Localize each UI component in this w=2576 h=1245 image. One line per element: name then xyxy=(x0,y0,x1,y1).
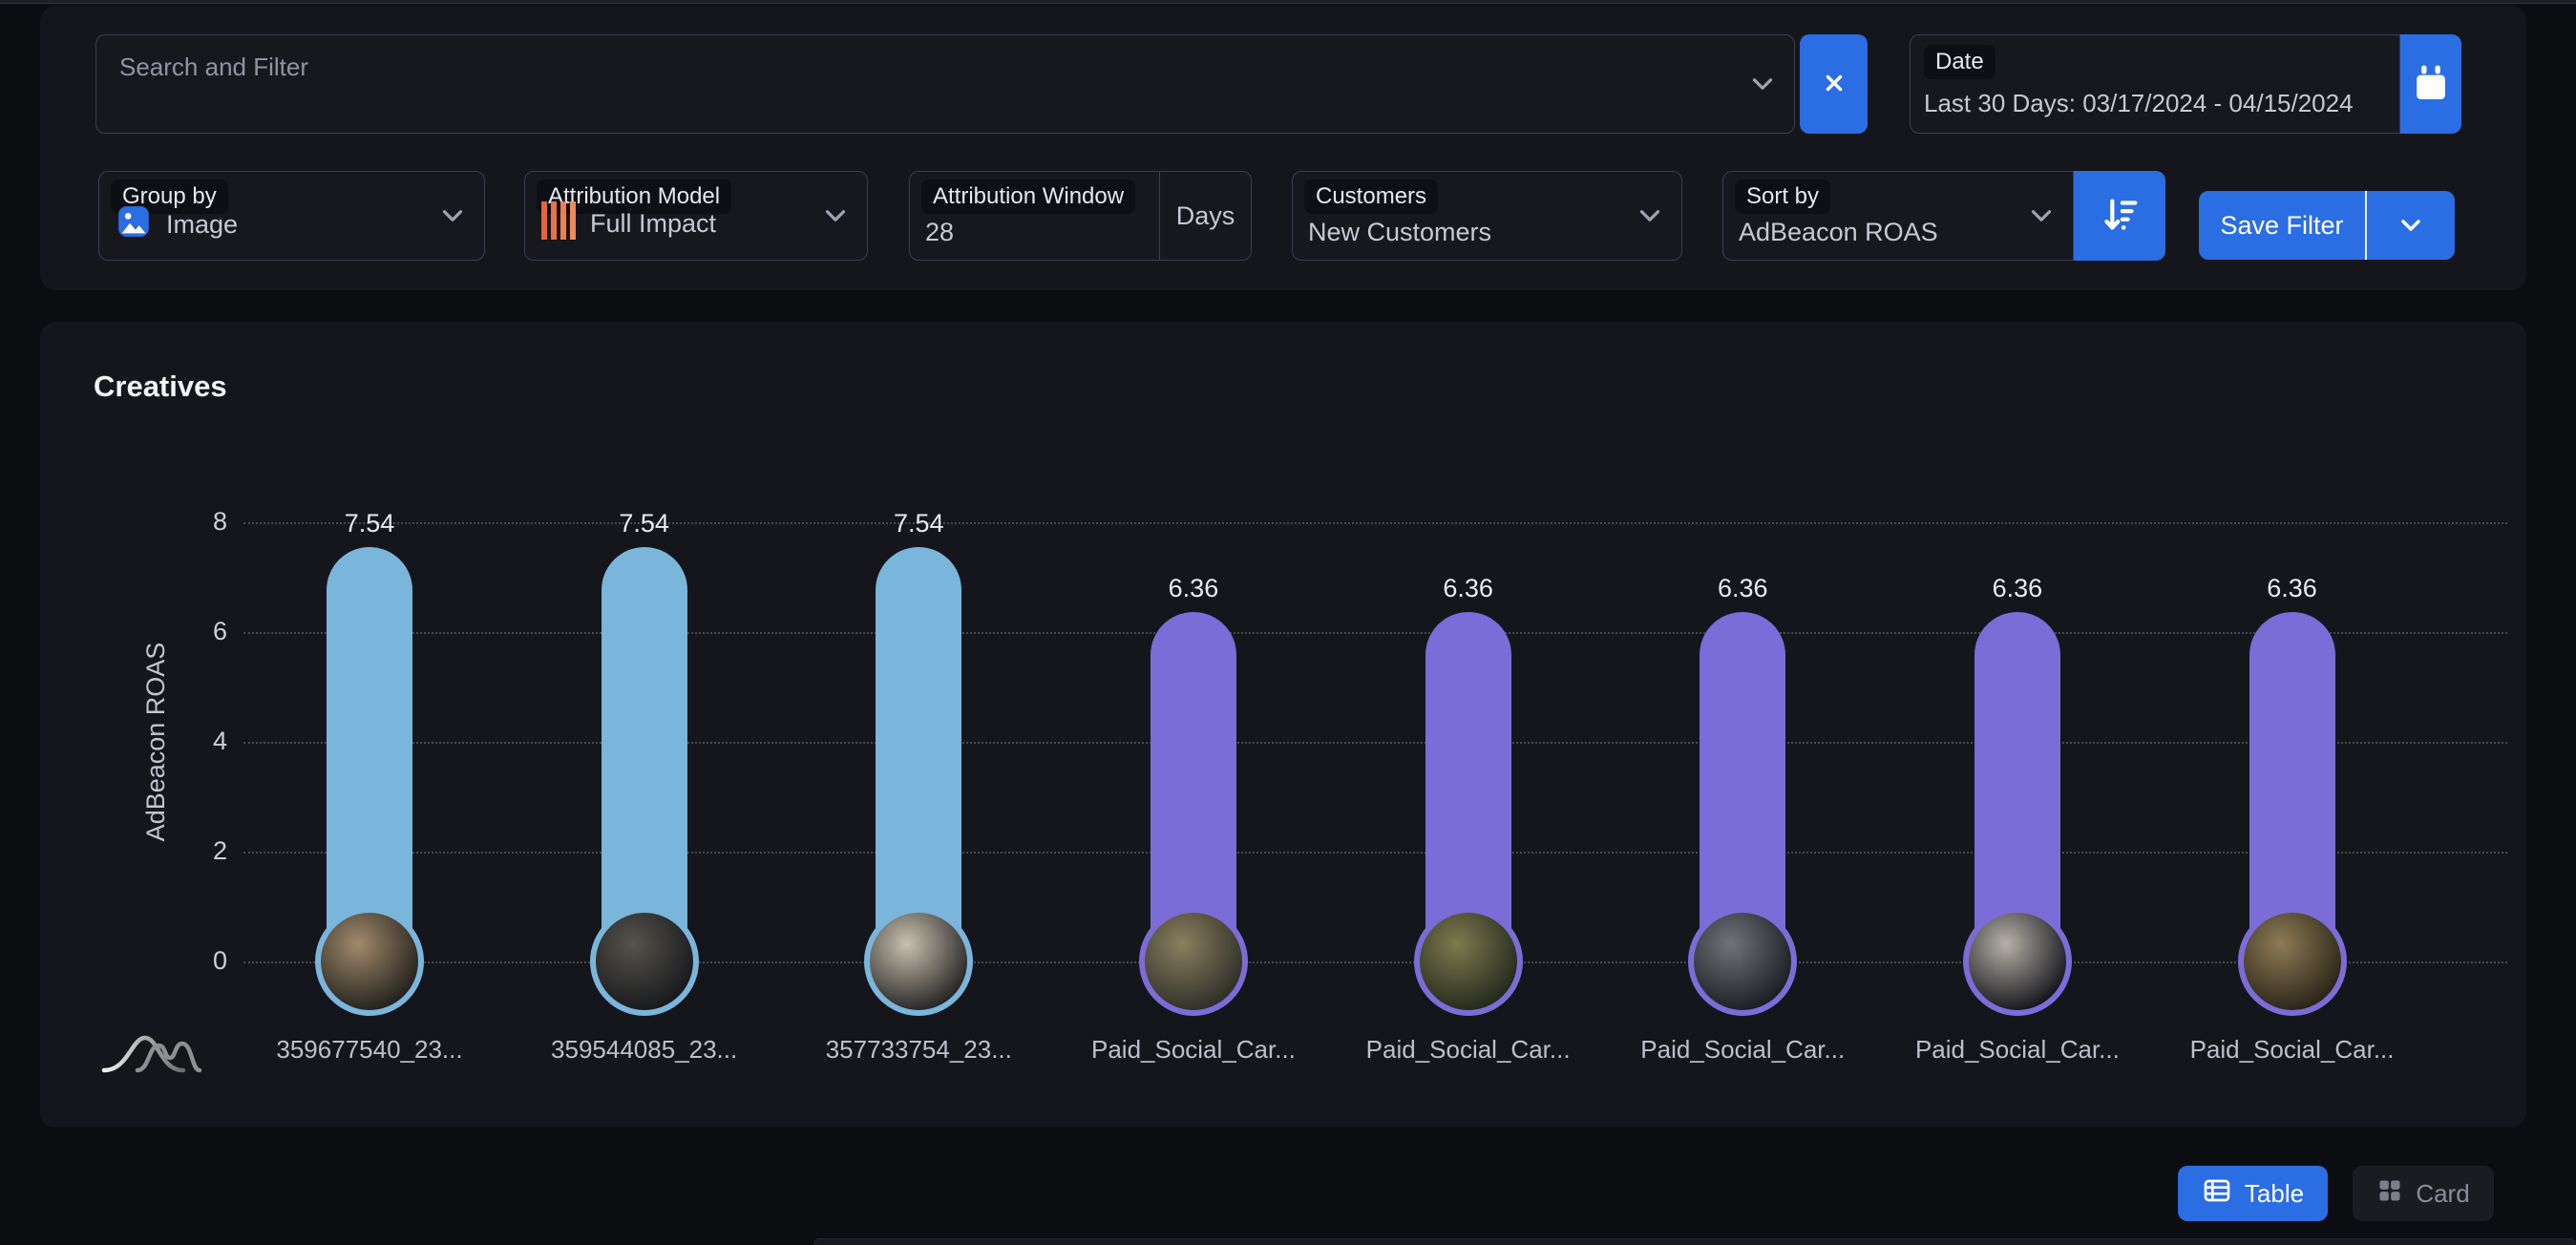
gridline xyxy=(243,961,2507,963)
date-label: Date xyxy=(1924,45,1995,79)
sort-by-label: Sort by xyxy=(1735,179,1831,214)
bar-thumbnail xyxy=(864,907,974,1016)
bar-value-label: 6.36 xyxy=(2267,574,2317,603)
bar-thumbnail xyxy=(315,907,424,1016)
customers-select[interactable]: Customers New Customers xyxy=(1292,171,1682,261)
table-view-button[interactable]: Table xyxy=(2178,1166,2328,1221)
x-axis-label: Paid_Social_Car... xyxy=(2189,1035,2395,1064)
chevron-down-icon xyxy=(1634,200,1666,232)
x-axis-label: Paid_Social_Car... xyxy=(1090,1035,1296,1064)
attribution-model-value: Full Impact xyxy=(590,209,717,238)
date-range-value: Last 30 Days: 03/17/2024 - 04/15/2024 xyxy=(1924,89,2354,117)
calendar-button[interactable] xyxy=(2400,34,2461,134)
save-filter-dropdown-button[interactable] xyxy=(2367,191,2455,260)
bar-value-label: 7.54 xyxy=(894,509,944,538)
y-tick-label: 0 xyxy=(212,946,227,975)
chevron-down-icon xyxy=(436,200,469,232)
save-filter-button[interactable]: Save Filter xyxy=(2220,210,2344,240)
calendar-icon xyxy=(2411,63,2451,106)
attribution-model-select[interactable]: Attribution Model Full Impact xyxy=(524,171,868,261)
attribution-bars-icon xyxy=(540,200,577,247)
bar-thumbnail xyxy=(2237,907,2347,1016)
adbeacon-logo-icon xyxy=(101,1030,202,1076)
search-placeholder: Search and Filter xyxy=(119,53,308,81)
x-axis-label: 359677540_23... xyxy=(276,1035,463,1064)
save-filter-split-button[interactable]: Save Filter xyxy=(2199,191,2455,260)
chart-title: Creatives xyxy=(94,369,227,403)
x-axis-label: Paid_Social_Car... xyxy=(1365,1035,1571,1064)
bar-thumbnail xyxy=(1138,907,1248,1016)
bar-value-label: 6.36 xyxy=(1168,574,1219,603)
bar-value-label: 7.54 xyxy=(344,509,395,538)
card-grid-icon xyxy=(2376,1177,2403,1211)
table-button-label: Table xyxy=(2244,1178,2305,1208)
bar-thumbnail xyxy=(1413,907,1523,1016)
attribution-window-value: 28 xyxy=(925,218,955,246)
clear-filter-button[interactable] xyxy=(1800,34,1868,134)
sort-direction-button[interactable] xyxy=(2074,171,2165,261)
x-axis-label: 359544085_23... xyxy=(551,1035,738,1064)
gridline xyxy=(243,852,2507,854)
filter-panel: Search and Filter Date Last 30 Days: 03/… xyxy=(40,6,2526,290)
y-tick-label: 2 xyxy=(212,836,227,865)
image-icon xyxy=(115,202,153,247)
bar-value-label: 6.36 xyxy=(1717,574,1768,603)
creatives-chart-panel: Creatives AdBeacon ROAS 0 2 4 6 8 7.54 3596775… xyxy=(40,322,2526,1128)
bar-value-label: 6.36 xyxy=(1992,574,2043,603)
sort-by-value: AdBeacon ROAS xyxy=(1739,218,1938,246)
sort-by-select[interactable]: Sort by AdBeacon ROAS xyxy=(1722,171,2074,261)
bar-thumbnail xyxy=(589,907,699,1016)
search-and-filter-combobox[interactable]: Search and Filter xyxy=(95,34,1795,134)
attribution-window-unit: Days xyxy=(1159,172,1251,260)
bar-chart: AdBeacon ROAS 0 2 4 6 8 7.54 359677540_23... 7.… xyxy=(40,322,2526,1128)
save-filter-divider xyxy=(2365,191,2367,260)
bar-value-label: 6.36 xyxy=(1443,574,1493,603)
close-icon xyxy=(1822,71,1847,98)
customers-value: New Customers xyxy=(1308,218,1492,246)
gridline xyxy=(243,522,2507,524)
card-button-label: Card xyxy=(2416,1178,2470,1208)
x-axis-label: 357733754_23... xyxy=(825,1035,1012,1064)
top-edge-strip xyxy=(0,0,2576,4)
chevron-down-icon[interactable] xyxy=(1746,68,1779,100)
gridline xyxy=(243,632,2507,634)
card-view-button[interactable]: Card xyxy=(2353,1166,2494,1221)
y-tick-label: 6 xyxy=(212,617,227,645)
table-icon xyxy=(2202,1175,2232,1213)
y-tick-label: 4 xyxy=(212,727,227,755)
sort-descending-icon xyxy=(2098,193,2142,240)
customers-label: Customers xyxy=(1304,179,1439,214)
attribution-model-label: Attribution Model xyxy=(537,179,732,214)
chevron-down-icon xyxy=(2025,200,2058,232)
gridline xyxy=(243,742,2507,744)
attribution-window-label: Attribution Window xyxy=(921,179,1136,214)
attribution-window-field[interactable]: Attribution Window 28 Days xyxy=(909,171,1252,261)
y-tick-label: 8 xyxy=(212,507,227,536)
bar-value-label: 7.54 xyxy=(619,509,669,538)
group-by-value: Image xyxy=(166,210,239,239)
date-range-field[interactable]: Date Last 30 Days: 03/17/2024 - 04/15/20… xyxy=(1910,34,2400,134)
bar-thumbnail xyxy=(1688,907,1798,1016)
bar-thumbnail xyxy=(1962,907,2072,1016)
group-by-select[interactable]: Group by Image xyxy=(98,171,485,261)
chevron-down-icon xyxy=(819,200,852,232)
x-axis-label: Paid_Social_Car... xyxy=(1640,1035,1846,1064)
next-panel-top-edge xyxy=(813,1238,2576,1245)
x-axis-label: Paid_Social_Car... xyxy=(1914,1035,2120,1064)
